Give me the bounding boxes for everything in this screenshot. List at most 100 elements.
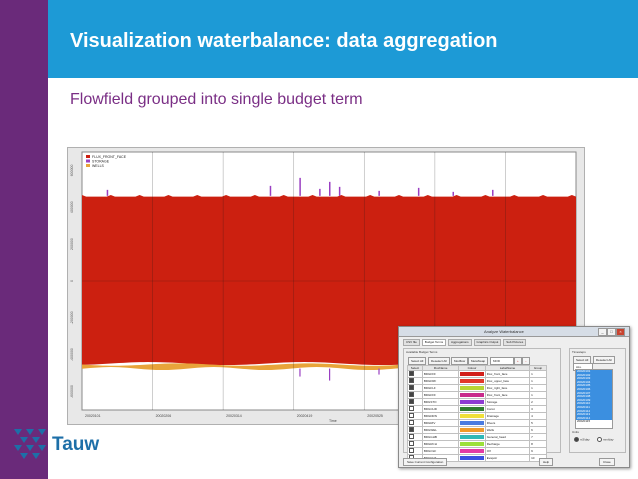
- fluxname-cell[interactable]: BDGRIV: [421, 419, 460, 428]
- colour-swatch[interactable]: [460, 428, 484, 433]
- timestep-item[interactable]: 20020106: [576, 387, 612, 392]
- group-cell[interactable]: 1: [529, 370, 547, 379]
- save-configuration-button[interactable]: Save Current Configuration: [403, 458, 448, 466]
- tab-sub-pictures[interactable]: Sub Pictures: [503, 339, 527, 346]
- timestep-item[interactable]: 20020103: [576, 377, 612, 381]
- term-filter-select[interactable]: MOD: [490, 357, 514, 365]
- table-row[interactable]: BDGOLF Olf 9: [407, 447, 547, 456]
- labelname-cell[interactable]: Flux_upper_face: [484, 377, 531, 386]
- fluxname-cell[interactable]: BDGCHD: [421, 405, 460, 414]
- table-row[interactable]: BDGRCH Recharge 8: [407, 440, 547, 449]
- labelname-cell[interactable]: General_head: [484, 433, 531, 442]
- colour-swatch[interactable]: [460, 435, 484, 440]
- group-cell[interactable]: 2: [529, 398, 547, 407]
- unit-option-mm-day[interactable]: mm/day: [597, 437, 614, 442]
- tab-aggregations[interactable]: Aggregations: [448, 339, 472, 346]
- remove-term-button[interactable]: −: [522, 357, 530, 365]
- colour-swatch[interactable]: [460, 442, 484, 447]
- maximize-button[interactable]: □: [607, 328, 616, 336]
- timestep-item[interactable]: 20020113: [576, 413, 612, 417]
- timestep-item[interactable]: 20020108: [576, 395, 612, 399]
- colour-swatch[interactable]: [460, 414, 484, 419]
- unit-option-m3-day[interactable]: m3/day: [574, 437, 590, 442]
- table-row[interactable]: BDGRIV Rivers 5: [407, 419, 547, 428]
- colour-swatch[interactable]: [460, 400, 484, 405]
- labelname-cell[interactable]: Const: [484, 405, 531, 414]
- timestep-item[interactable]: 20020111: [576, 405, 612, 410]
- timesteps-list[interactable]: 20020101 20020102 20020103 20020104 20020105…: [575, 369, 613, 429]
- group-cell[interactable]: 1: [529, 391, 547, 400]
- labelname-cell[interactable]: Rivers: [484, 419, 531, 428]
- timestep-item[interactable]: 20020114: [576, 416, 612, 421]
- timestep-item[interactable]: 20020102: [576, 373, 612, 378]
- metaswap-button[interactable]: MetaSwap: [468, 357, 489, 365]
- timestep-item[interactable]: 20020105: [576, 384, 612, 388]
- table-row[interactable]: BDGFFF Flux_front_face 1: [407, 391, 547, 400]
- group-cell[interactable]: 3: [529, 405, 547, 414]
- checkbox-icon[interactable]: [409, 392, 414, 398]
- timestep-item[interactable]: 20020107: [576, 391, 612, 396]
- table-row[interactable]: BDGWEL Wells 6: [407, 426, 547, 435]
- colour-swatch[interactable]: [460, 372, 484, 377]
- fluxname-cell[interactable]: BDGFLF: [421, 384, 460, 393]
- labelname-cell[interactable]: Drainage: [484, 412, 531, 421]
- labelname-cell[interactable]: Flux_right_face: [484, 384, 531, 393]
- fluxname-cell[interactable]: BDGWEL: [421, 426, 460, 435]
- tab-csv-file[interactable]: CSV file: [403, 339, 420, 346]
- colour-swatch[interactable]: [460, 456, 484, 461]
- labelname-cell[interactable]: Evapotr: [484, 454, 531, 463]
- add-term-button[interactable]: +: [514, 357, 522, 365]
- checkbox-icon[interactable]: [409, 406, 414, 412]
- select-all-button[interactable]: Select All: [408, 357, 427, 365]
- timestep-item[interactable]: 20020115: [577, 419, 591, 424]
- checkbox-icon[interactable]: [409, 434, 414, 440]
- group-cell[interactable]: 5: [529, 419, 547, 428]
- colour-swatch[interactable]: [460, 421, 484, 426]
- group-cell[interactable]: 1: [529, 384, 547, 393]
- close-window-button[interactable]: ×: [616, 328, 625, 336]
- close-button[interactable]: Close: [599, 458, 615, 466]
- help-button[interactable]: Help: [539, 458, 554, 466]
- group-cell[interactable]: 4: [529, 412, 547, 421]
- table-row[interactable]: BDGFRF Flux_upper_face 1: [407, 377, 547, 386]
- group-cell[interactable]: 8: [529, 440, 547, 449]
- labelname-cell[interactable]: Flux_front_face: [484, 370, 531, 379]
- labelname-cell[interactable]: Storage: [484, 398, 531, 407]
- checkbox-icon[interactable]: [409, 385, 414, 391]
- minimize-button[interactable]: _: [598, 328, 607, 336]
- fluxname-cell[interactable]: BDGDRN: [421, 412, 460, 421]
- fluxname-cell[interactable]: BDGFFF: [421, 370, 460, 379]
- colour-swatch[interactable]: [460, 449, 484, 454]
- timestep-item[interactable]: 20020110: [576, 402, 612, 406]
- colour-swatch[interactable]: [460, 379, 484, 384]
- fluxname-cell[interactable]: BDGSTO: [421, 398, 460, 407]
- table-row[interactable]: BDGDRN Drainage 4: [407, 412, 547, 421]
- table-row[interactable]: BDGFLF Flux_right_face 1: [407, 384, 547, 393]
- table-row[interactable]: BDGGHB General_head 7: [407, 433, 547, 442]
- group-cell[interactable]: 7: [529, 433, 547, 442]
- labelname-cell[interactable]: Olf: [484, 447, 531, 456]
- group-cell[interactable]: 1: [529, 377, 547, 386]
- checkbox-icon[interactable]: [409, 378, 414, 384]
- checkbox-icon[interactable]: [409, 420, 414, 426]
- labelname-cell[interactable]: Flux_front_face: [484, 391, 531, 400]
- labelname-cell[interactable]: Wells: [484, 426, 531, 435]
- fluxname-cell[interactable]: BDGOLF: [421, 447, 460, 456]
- tab-graphics-output[interactable]: Graphics Output: [473, 339, 502, 346]
- checkbox-icon[interactable]: [409, 427, 414, 433]
- colour-swatch[interactable]: [460, 393, 484, 398]
- checkbox-icon[interactable]: [409, 399, 414, 405]
- table-row[interactable]: BDGCHD Const 3: [407, 405, 547, 414]
- checkbox-icon[interactable]: [409, 371, 414, 377]
- modflow-button[interactable]: Modflow: [451, 357, 469, 365]
- checkbox-icon[interactable]: [409, 441, 414, 447]
- fluxname-cell[interactable]: BDGFRF: [421, 377, 460, 386]
- colour-swatch[interactable]: [460, 386, 484, 391]
- group-cell[interactable]: 9: [529, 447, 547, 456]
- table-row[interactable]: BDGFFF Flux_front_face 1: [407, 370, 547, 379]
- timestep-item[interactable]: 20020112: [576, 409, 612, 414]
- timesteps-deselect-all-button[interactable]: Deselect All: [593, 356, 615, 364]
- table-row[interactable]: BDGSTO Storage 2: [407, 398, 547, 407]
- timestep-item[interactable]: 20020104: [576, 380, 612, 385]
- group-cell[interactable]: 6: [529, 426, 547, 435]
